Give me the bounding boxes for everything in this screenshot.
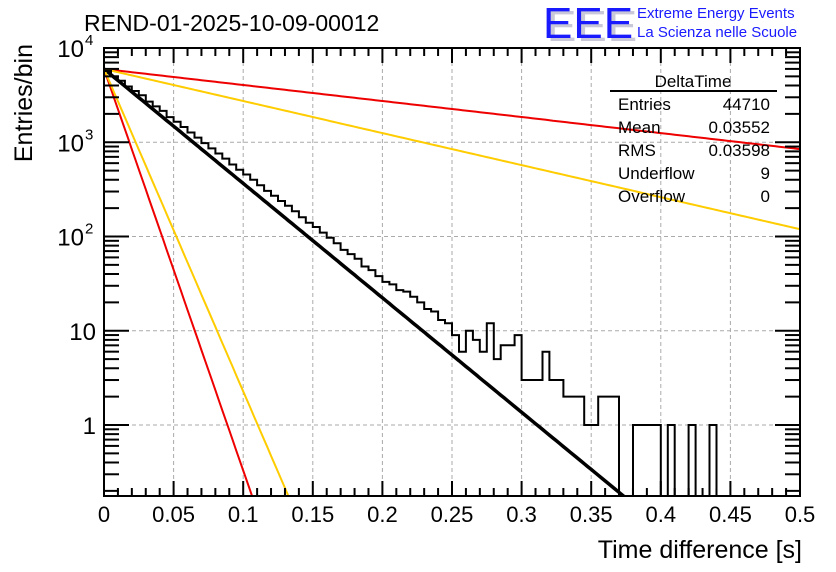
stats-title: DeltaTime	[655, 72, 732, 91]
x-tick-label: 0.05	[152, 502, 195, 527]
x-tick-label: 0.15	[291, 502, 334, 527]
histogram-step-line	[104, 70, 718, 496]
stats-value: 0.03598	[709, 141, 770, 160]
y-tick-label: 10	[57, 130, 84, 157]
y-tick-label: 10	[57, 225, 84, 252]
logo-line-2: La Scienza nelle Scuole	[637, 24, 797, 41]
x-tick-label: 0.45	[709, 502, 752, 527]
chart-title: REND-01-2025-10-09-00012	[84, 10, 379, 36]
y-tick-label-exponent: 3	[85, 126, 93, 143]
x-axis-ticks	[103, 48, 801, 496]
x-tick-label: 0	[98, 502, 110, 527]
black-fit-curve	[104, 67, 627, 496]
logo-line-1: Extreme Energy Events	[637, 5, 795, 22]
stats-label: RMS	[618, 141, 656, 160]
x-axis-tick-labels: 0 0.05 0.1 0.15 0.2 0.25 0.3 0.35 0.4 0.45 0.5	[98, 502, 815, 527]
y-axis-label: Entries/bin	[10, 44, 38, 162]
eee-logo-text: EEE	[543, 0, 634, 48]
stats-label: Overflow	[618, 187, 686, 206]
stats-value: 0.03552	[709, 118, 770, 137]
stats-box: DeltaTime Entries 44710 Mean 0.03552 RMS 0.03…	[610, 72, 777, 206]
x-tick-label: 0.3	[506, 502, 537, 527]
y-tick-label: 1	[83, 413, 96, 440]
stats-label: Underflow	[618, 164, 695, 183]
y-tick-label-exponent: 4	[85, 32, 93, 49]
y-tick-label: 10	[57, 36, 84, 63]
red-shallow-curve	[104, 68, 800, 151]
stats-label: Mean	[618, 118, 661, 137]
histogram	[104, 70, 718, 496]
eee-logo-shadow: EEE	[547, 2, 638, 51]
x-tick-label: 0.25	[431, 502, 474, 527]
eee-logo: EEE EEE Extreme Energy Events La Scienza…	[543, 0, 797, 51]
stats-value: 0	[761, 187, 770, 206]
stats-label: Entries	[618, 95, 671, 114]
orange-shallow-curve	[104, 68, 800, 231]
grid-lines	[104, 48, 800, 496]
y-axis-ticks	[104, 47, 800, 492]
x-axis-label: Time difference [s]	[598, 536, 802, 564]
stats-value: 9	[761, 164, 770, 183]
x-tick-label: 0.4	[646, 502, 677, 527]
red-steep-curve	[104, 68, 254, 496]
y-tick-label-exponent: 2	[85, 221, 93, 238]
fit-curves	[104, 67, 800, 496]
x-tick-label: 0.2	[367, 502, 398, 527]
x-tick-label: 0.5	[785, 502, 816, 527]
stats-rows: Entries 44710 Mean 0.03552 RMS 0.03598 Underfl…	[618, 95, 770, 206]
x-tick-label: 0.35	[570, 502, 613, 527]
y-tick-label: 10	[69, 319, 96, 346]
x-tick-label: 0.1	[228, 502, 259, 527]
orange-steep-curve	[104, 68, 290, 496]
stats-value: 44710	[723, 95, 770, 114]
